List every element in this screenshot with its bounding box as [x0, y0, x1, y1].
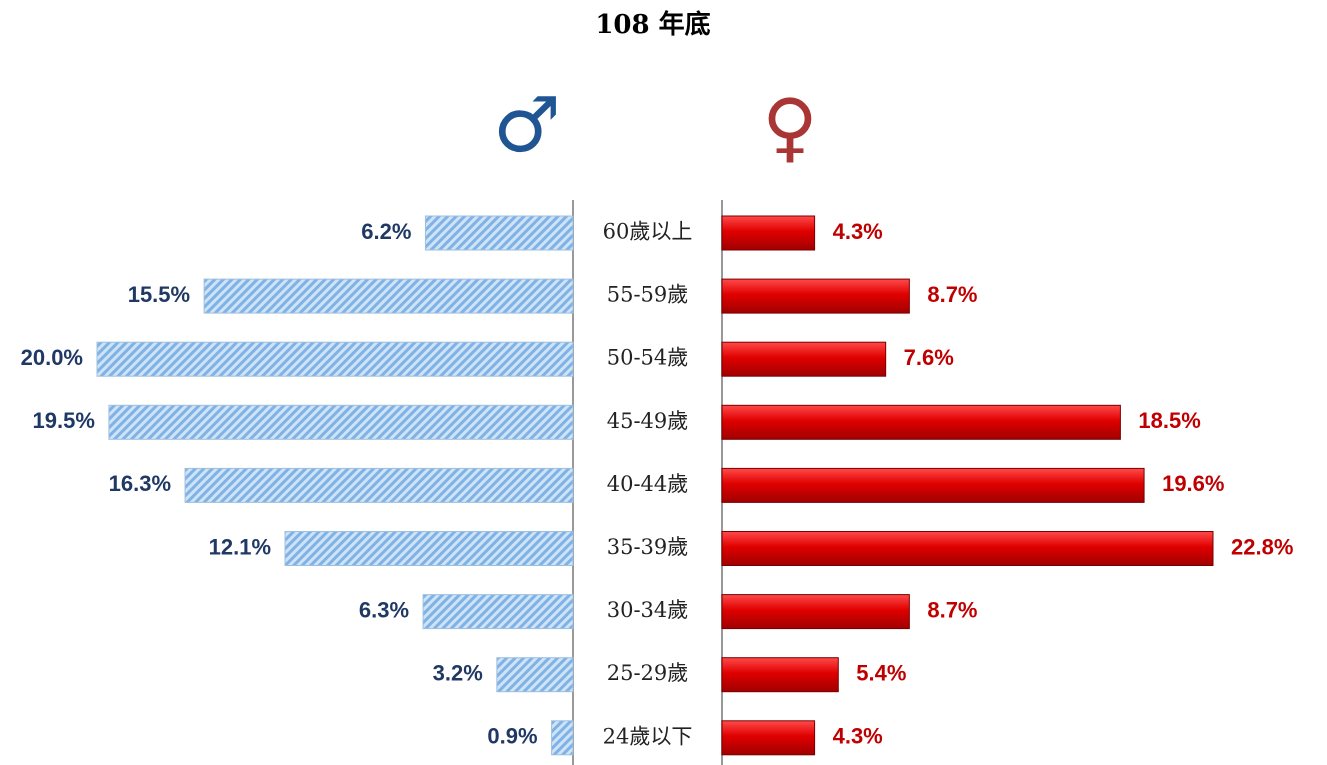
category-label: 55-59歲 [607, 283, 689, 307]
value-label: 8.7% [927, 282, 977, 307]
category-label: 25-29歲 [607, 661, 689, 685]
value-label: 16.3% [109, 471, 171, 496]
legend-male: ♂ [493, 80, 561, 169]
value-label: 0.9% [487, 724, 537, 749]
bar-male [203, 278, 574, 314]
category-label: 35-39歲 [607, 535, 689, 559]
value-label: 15.5% [128, 282, 190, 307]
bar-female [721, 278, 910, 314]
chart-title: 108 年底 [595, 9, 710, 40]
bar-male [96, 341, 574, 377]
bar-female [721, 594, 910, 630]
category-label: 40-44歲 [607, 472, 689, 496]
value-label: 8.7% [927, 597, 977, 622]
value-label: 12.1% [209, 534, 271, 559]
legend-female: ♀ [762, 82, 818, 171]
bar-male [108, 404, 574, 440]
value-label: 7.6% [904, 345, 954, 370]
bar-female [721, 404, 1121, 440]
category-label: 24歲以下 [603, 724, 693, 748]
value-label: 22.8% [1231, 534, 1293, 559]
value-label: 19.6% [1162, 471, 1224, 496]
category-label: 45-49歲 [607, 409, 689, 433]
value-label: 4.3% [833, 724, 883, 749]
bar-female [721, 657, 839, 693]
value-label: 19.5% [33, 408, 95, 433]
value-label: 6.2% [361, 219, 411, 244]
bar-female [721, 467, 1145, 503]
bar-female [721, 531, 1214, 566]
bar-female [721, 215, 816, 251]
bar-male [184, 467, 574, 503]
bar-female [721, 341, 887, 377]
bar-male [551, 720, 574, 756]
category-label: 30-34歲 [607, 598, 689, 622]
category-label: 50-54歲 [607, 346, 689, 370]
category-label: 60歲以上 [603, 220, 693, 244]
value-label: 6.3% [359, 597, 409, 622]
bar-male [422, 594, 574, 630]
bar-male [424, 215, 574, 251]
bar-female [721, 720, 816, 756]
value-label: 4.3% [833, 219, 883, 244]
value-label: 18.5% [1138, 408, 1200, 433]
value-label: 3.2% [433, 661, 483, 686]
value-label: 5.4% [856, 661, 906, 686]
bar-male [496, 657, 574, 693]
value-label: 20.0% [21, 345, 83, 370]
bar-male [284, 531, 574, 566]
